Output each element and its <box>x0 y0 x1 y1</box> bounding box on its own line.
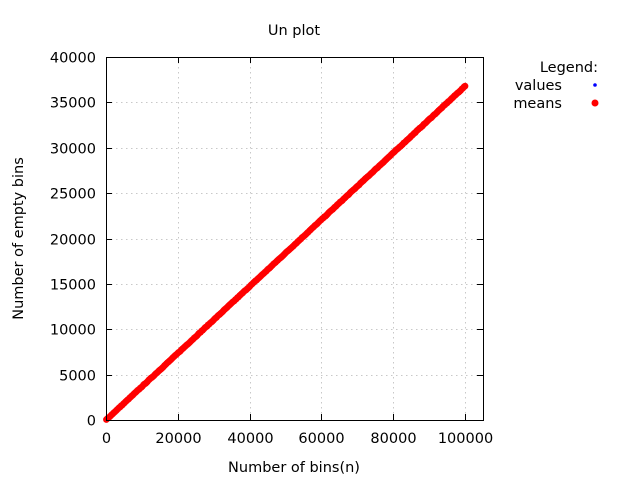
legend-label-values: values <box>515 78 562 94</box>
legend: Legend: values means <box>513 60 599 112</box>
legend-title: Legend: <box>540 60 598 76</box>
x-tick-label: 60000 <box>298 431 344 447</box>
x-tick-label: 80000 <box>370 431 416 447</box>
y-tick-label: 40000 <box>50 51 96 67</box>
y-tick-label: 30000 <box>50 142 96 158</box>
y-tick-label: 0 <box>87 414 96 430</box>
x-tick-label: 0 <box>102 431 111 447</box>
y-tick-label: 15000 <box>50 278 96 294</box>
y-tick-label: 25000 <box>50 187 96 203</box>
means-point <box>461 82 469 90</box>
y-tick-label: 35000 <box>50 96 96 112</box>
chart-title: Un plot <box>268 23 321 39</box>
y-tick-label: 20000 <box>50 233 96 249</box>
x-tick-label: 40000 <box>227 431 273 447</box>
legend-marker-values <box>593 83 597 87</box>
legend-label-means: means <box>513 96 562 112</box>
series-means <box>103 82 469 423</box>
y-tick-label: 5000 <box>59 369 96 385</box>
legend-marker-means <box>591 99 599 107</box>
y-tick-label: 10000 <box>50 323 96 339</box>
y-axis-label: Number of empty bins <box>11 157 27 320</box>
x-tick-label: 100000 <box>438 431 493 447</box>
x-axis-label: Number of bins(n) <box>228 460 360 476</box>
x-tick-label: 20000 <box>155 431 201 447</box>
grid <box>106 57 483 420</box>
axis-ticks: 0 20000 40000 60000 80000 100000 0 5000 10000 150… <box>50 51 493 448</box>
